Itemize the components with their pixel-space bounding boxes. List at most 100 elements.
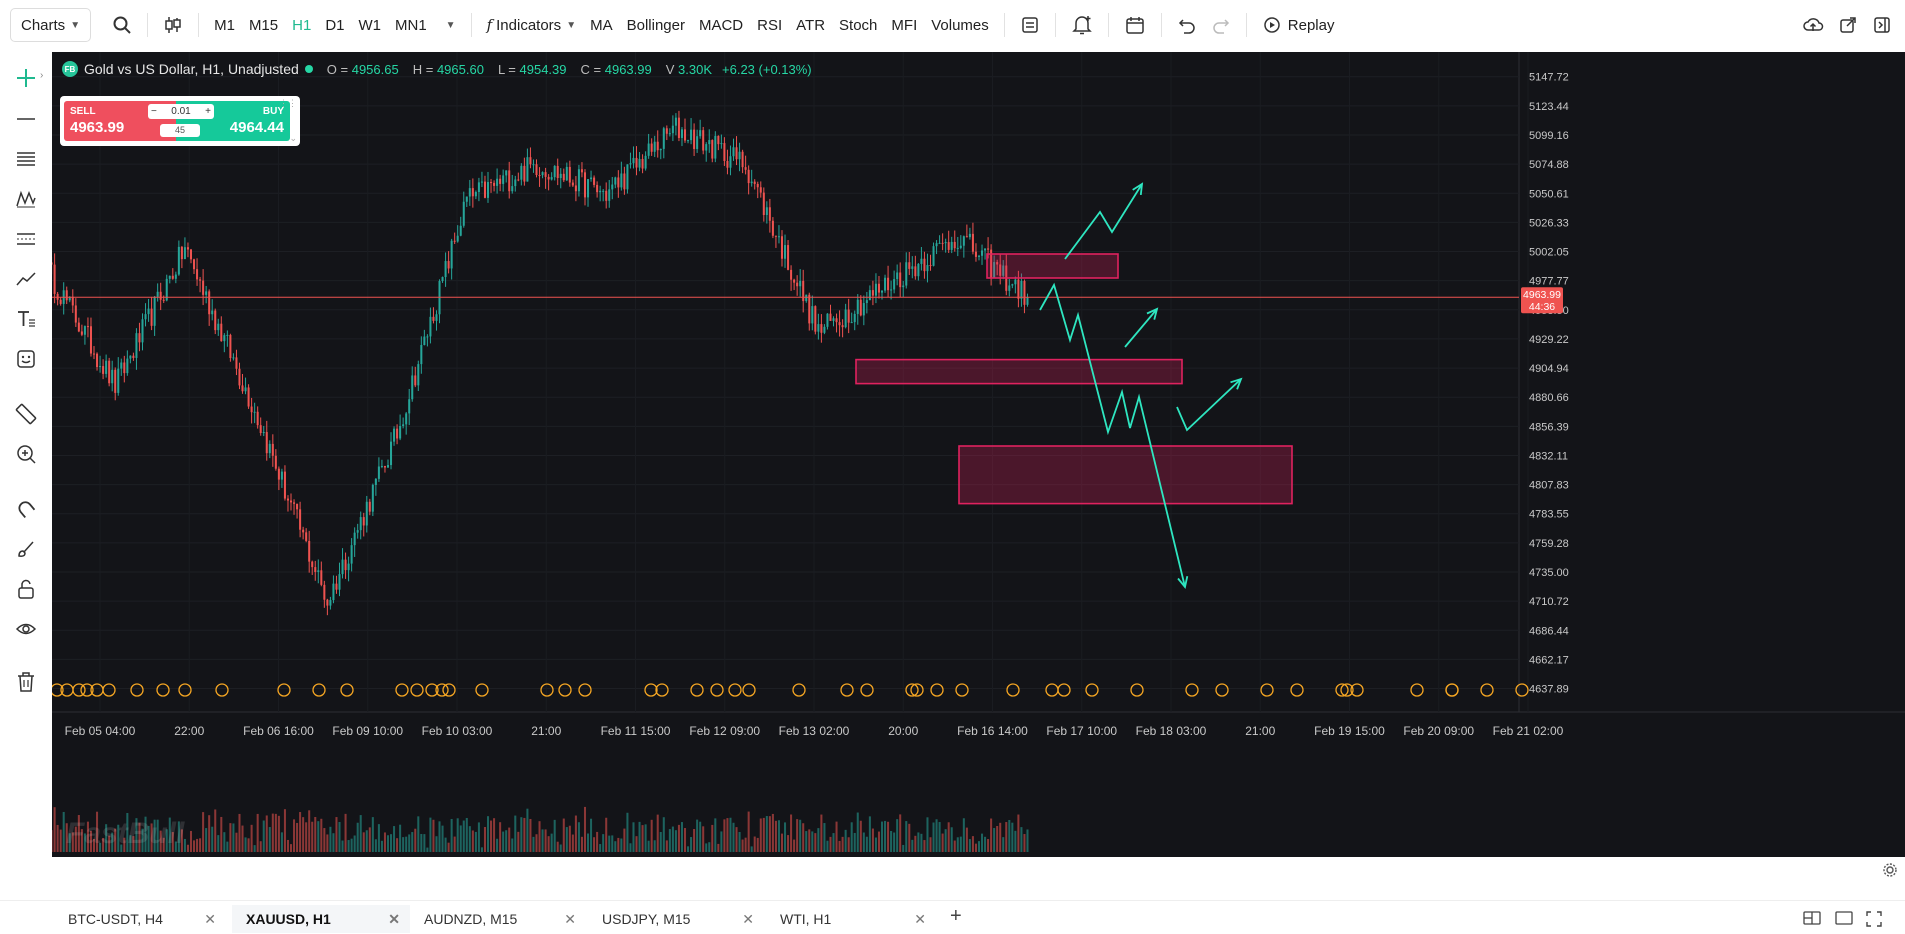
share-button[interactable] [1831, 8, 1865, 42]
fib-tool[interactable] [12, 145, 40, 173]
close-icon[interactable]: ✕ [914, 910, 926, 927]
price-chart-svg[interactable]: 5171.97 5147.72 5123.44 5099.16 5074.88 5050.… [52, 52, 1905, 857]
indicator-ma-button[interactable]: MA [590, 16, 613, 34]
candle-body [680, 129, 683, 138]
indicator-bollinger-button[interactable]: Bollinger [626, 16, 685, 34]
volume-bar [653, 840, 656, 852]
crosshair-tool[interactable] [12, 64, 40, 92]
axis-settings-button[interactable] [1882, 862, 1898, 881]
chevron-down-icon[interactable]: ⌄ [289, 133, 297, 143]
minus-icon[interactable]: − [151, 106, 157, 117]
volume-bar [668, 829, 671, 852]
timeframe-m1[interactable]: M1 [214, 16, 235, 34]
price-tick-label: 5171.97 [1529, 52, 1569, 55]
supply-demand-zone [855, 358, 1183, 385]
channel-tool[interactable] [12, 225, 40, 253]
layout-split-icon [1803, 911, 1821, 925]
candle-body [908, 262, 911, 269]
timeframe-h1[interactable]: H1 [292, 16, 312, 34]
volume-bar [211, 826, 214, 852]
candle-body [984, 248, 987, 251]
indicator-macd-button[interactable]: MACD [698, 16, 744, 34]
tab-xauusd[interactable]: XAUUSD, H1 ✕ [232, 905, 410, 933]
volume-bar [465, 817, 468, 852]
drag-handle-icon[interactable]: ⋮⋮ [279, 98, 297, 108]
close-icon[interactable]: ✕ [388, 910, 400, 927]
plus-icon[interactable]: + [205, 106, 211, 117]
tab-audnzd[interactable]: AUDNZD, M15 ✕ [410, 905, 586, 933]
text-tool[interactable] [12, 305, 40, 333]
candle-body [138, 333, 141, 343]
split-layout-button[interactable] [1803, 911, 1821, 928]
event-marker [156, 683, 170, 697]
timeframe-m15[interactable]: M15 [248, 16, 279, 34]
candle-body [814, 306, 817, 332]
quantity-value[interactable]: 0.01 [171, 106, 191, 117]
indicator-volumes-button[interactable]: Volumes [931, 16, 989, 34]
toolbar-divider [470, 13, 472, 37]
cloud-save-button[interactable] [1795, 8, 1831, 42]
templates-button[interactable] [1013, 8, 1047, 42]
indicator-stoch-button[interactable]: Stoch [839, 16, 878, 34]
replay-button[interactable]: Replay [1255, 8, 1342, 42]
timeframe-more-button[interactable]: ▼ [434, 8, 463, 42]
indicator-rsi-button[interactable]: RSI [757, 16, 783, 34]
add-tab-button[interactable]: + [950, 905, 962, 927]
candle-body [808, 294, 811, 324]
charts-menu-button[interactable]: Charts ▼ [10, 8, 92, 42]
single-layout-button[interactable] [1835, 911, 1853, 928]
calendar-button[interactable] [1117, 8, 1153, 42]
collapse-panel-button[interactable] [1865, 8, 1899, 42]
delete-drawings-tool[interactable] [12, 668, 40, 696]
line-tool[interactable] [12, 105, 40, 133]
measure-tool[interactable] [12, 400, 40, 428]
redo-button[interactable] [1204, 8, 1238, 42]
timeframe-d1[interactable]: D1 [325, 16, 345, 34]
left-toolbar-expand[interactable]: › [40, 70, 44, 81]
timeframe-w1[interactable]: W1 [358, 16, 382, 34]
alerts-button[interactable] [1064, 8, 1100, 42]
volume-bar [1026, 829, 1029, 852]
volume-bar [80, 829, 83, 852]
brush-icon [18, 541, 34, 557]
indicator-mfi-button[interactable]: MFI [891, 16, 918, 34]
volume-bar [247, 838, 250, 852]
tab-wti[interactable]: WTI, H1 ✕ [766, 905, 936, 933]
fullscreen-button[interactable] [1866, 911, 1882, 930]
tab-btc-usdt[interactable]: BTC-USDT, H4 ✕ [54, 905, 226, 933]
pattern-tool[interactable] [12, 185, 40, 213]
indicators-button[interactable]: f Indicators ▼ [480, 8, 584, 42]
candle-body [653, 141, 656, 152]
close-icon[interactable]: ✕ [204, 910, 216, 927]
gear-icon [1883, 863, 1897, 877]
brush-tool[interactable] [12, 535, 40, 563]
close-icon[interactable]: ✕ [564, 910, 576, 927]
candle-body [720, 143, 723, 145]
emoji-tool[interactable] [12, 345, 40, 373]
volume-bar [52, 830, 53, 852]
volume-bar [732, 822, 735, 852]
volume-bar [920, 833, 923, 852]
indicator-atr-button[interactable]: ATR [796, 16, 826, 34]
symbol-title[interactable]: Gold vs US Dollar, H1, Unadjusted [84, 61, 299, 77]
chart-area[interactable]: 5171.97 5147.72 5123.44 5099.16 5074.88 5050.… [52, 52, 1905, 857]
sell-button[interactable]: SELL 4963.99 [64, 101, 176, 141]
zoom-tool[interactable] [12, 440, 40, 468]
lock-drawings-tool[interactable] [12, 575, 40, 603]
candle-body [329, 600, 332, 606]
candle-body [817, 324, 820, 332]
visibility-tool[interactable] [12, 615, 40, 643]
magnet-tool[interactable] [12, 495, 40, 523]
search-button[interactable] [105, 8, 139, 42]
candle-body [426, 336, 429, 338]
candle-body [859, 299, 862, 316]
candle-body [805, 294, 808, 302]
trend-tool[interactable] [12, 265, 40, 293]
timeframe-mn1[interactable]: MN1 [395, 16, 427, 34]
close-icon[interactable]: ✕ [742, 910, 754, 927]
chart-type-button[interactable] [156, 8, 190, 42]
undo-button[interactable] [1170, 8, 1204, 42]
quantity-stepper[interactable]: − 0.01 + [148, 104, 214, 119]
tab-usdjpy[interactable]: USDJPY, M15 ✕ [588, 905, 764, 933]
volume-bar [777, 820, 780, 852]
